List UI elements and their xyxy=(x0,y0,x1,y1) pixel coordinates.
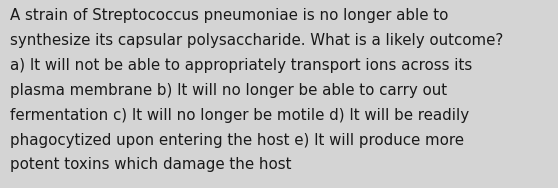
Text: A strain of Streptococcus pneumoniae is no longer able to: A strain of Streptococcus pneumoniae is … xyxy=(10,8,449,24)
Text: fermentation c) It will no longer be motile d) It will be readily: fermentation c) It will no longer be mot… xyxy=(10,108,469,123)
Text: a) It will not be able to appropriately transport ions across its: a) It will not be able to appropriately … xyxy=(10,58,472,73)
Text: potent toxins which damage the host: potent toxins which damage the host xyxy=(10,157,291,172)
Text: phagocytized upon entering the host e) It will produce more: phagocytized upon entering the host e) I… xyxy=(10,133,464,148)
Text: plasma membrane b) It will no longer be able to carry out: plasma membrane b) It will no longer be … xyxy=(10,83,447,98)
Text: synthesize its capsular polysaccharide. What is a likely outcome?: synthesize its capsular polysaccharide. … xyxy=(10,33,503,48)
